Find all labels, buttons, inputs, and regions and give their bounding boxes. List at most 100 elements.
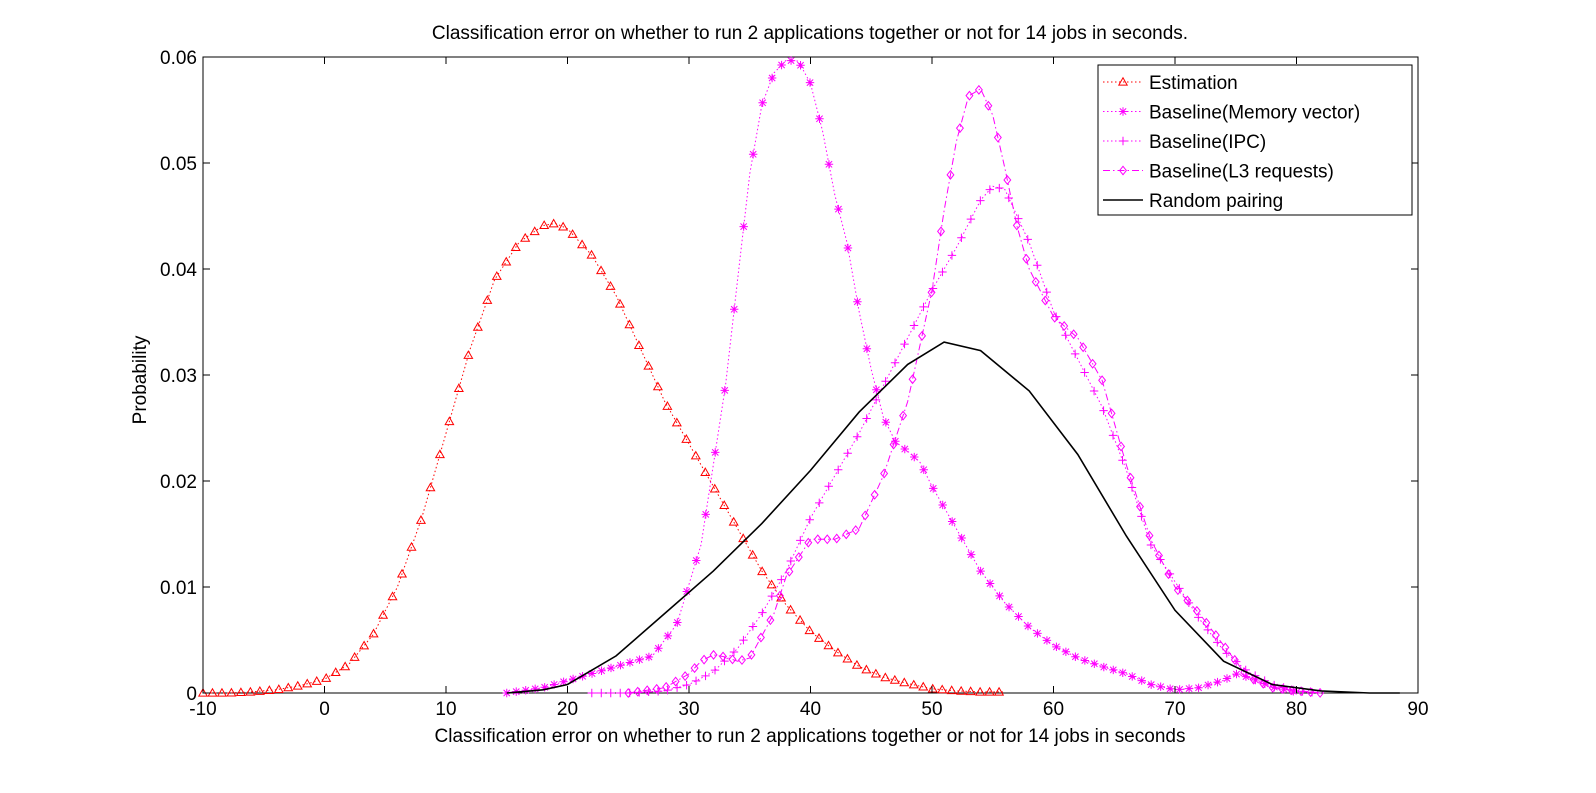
data-point bbox=[567, 229, 578, 238]
data-point bbox=[815, 114, 824, 123]
data-point bbox=[851, 659, 862, 669]
data-point bbox=[775, 590, 784, 601]
data-point bbox=[804, 537, 813, 548]
data-point bbox=[1071, 652, 1080, 661]
data-point bbox=[1127, 483, 1137, 492]
data-point bbox=[871, 395, 881, 405]
data-point bbox=[737, 655, 746, 666]
data-point bbox=[729, 305, 739, 314]
data-point bbox=[947, 517, 957, 526]
data-point bbox=[586, 249, 597, 259]
data-point bbox=[853, 297, 862, 306]
data-point bbox=[207, 687, 218, 697]
series-2 bbox=[587, 183, 1321, 698]
data-point bbox=[1117, 441, 1126, 452]
data-point bbox=[766, 615, 775, 626]
data-point bbox=[976, 196, 985, 205]
data-point bbox=[1080, 368, 1089, 377]
data-point bbox=[1241, 672, 1251, 681]
data-point bbox=[813, 632, 825, 642]
data-point bbox=[614, 298, 626, 308]
data-point bbox=[387, 591, 398, 601]
data-point bbox=[748, 150, 758, 159]
data-point bbox=[709, 483, 720, 493]
data-point bbox=[539, 220, 550, 230]
data-point bbox=[643, 360, 654, 370]
data-point bbox=[635, 655, 644, 664]
data-point bbox=[739, 635, 748, 645]
data-point bbox=[548, 218, 559, 228]
data-point bbox=[1146, 680, 1156, 689]
data-point bbox=[909, 321, 919, 330]
data-point bbox=[681, 671, 690, 682]
data-point bbox=[889, 439, 898, 450]
data-point bbox=[1173, 585, 1182, 596]
data-point bbox=[520, 232, 531, 242]
data-point bbox=[1183, 595, 1192, 606]
data-point bbox=[985, 185, 995, 194]
data-point bbox=[758, 98, 767, 107]
data-point bbox=[899, 410, 908, 421]
data-point bbox=[872, 385, 881, 394]
x-tick-label: 20 bbox=[557, 699, 578, 720]
data-point bbox=[927, 683, 938, 693]
chart-title: Classification error on whether to run 2… bbox=[432, 23, 1188, 44]
data-point bbox=[1031, 276, 1040, 287]
data-point bbox=[870, 489, 879, 500]
data-point bbox=[919, 465, 928, 474]
data-point bbox=[701, 671, 710, 681]
data-point bbox=[1145, 530, 1154, 541]
data-point bbox=[1213, 638, 1222, 647]
data-point bbox=[938, 500, 947, 510]
data-point bbox=[796, 61, 805, 70]
data-point bbox=[852, 432, 862, 441]
data-point bbox=[748, 622, 758, 631]
data-point bbox=[652, 683, 661, 694]
data-point bbox=[1023, 235, 1032, 244]
data-point bbox=[757, 566, 768, 576]
data-point bbox=[1192, 605, 1201, 616]
x-tick-label: 50 bbox=[921, 699, 942, 720]
data-point bbox=[747, 649, 756, 660]
data-point bbox=[1213, 677, 1222, 687]
legend-marker bbox=[1118, 107, 1128, 116]
data-point bbox=[616, 688, 625, 698]
data-point bbox=[824, 160, 834, 169]
data-point bbox=[889, 674, 900, 684]
data-point bbox=[1136, 501, 1145, 512]
data-point bbox=[349, 652, 360, 661]
x-tick-label: 90 bbox=[1407, 699, 1428, 720]
legend-label: Random pairing bbox=[1149, 191, 1283, 212]
data-point bbox=[946, 685, 957, 695]
y-tick-label: 0.03 bbox=[160, 366, 197, 387]
data-point bbox=[919, 302, 928, 312]
legend-label: Baseline(L3 requests) bbox=[1149, 162, 1334, 183]
data-point bbox=[644, 687, 653, 697]
data-point bbox=[587, 669, 597, 678]
data-point bbox=[786, 56, 796, 65]
data-point bbox=[501, 256, 512, 266]
data-point bbox=[1052, 642, 1061, 652]
ticks-layer: -10 0 10 20 30 40 50 60 70 80 9000.010.020.030.040… bbox=[160, 48, 1429, 720]
data-point bbox=[719, 651, 728, 662]
data-point bbox=[823, 640, 834, 650]
series-3 bbox=[624, 84, 1325, 699]
data-point bbox=[1060, 321, 1069, 332]
data-point bbox=[881, 377, 890, 386]
data-point bbox=[1022, 253, 1031, 264]
data-point bbox=[1194, 683, 1203, 692]
data-point bbox=[1279, 683, 1288, 692]
data-point bbox=[606, 663, 616, 673]
data-point bbox=[880, 468, 889, 479]
legend: Estimation Baseline(Memory vector) Baselin… bbox=[1097, 64, 1413, 216]
data-point bbox=[597, 666, 606, 675]
data-point bbox=[1079, 342, 1088, 353]
data-point bbox=[1259, 678, 1268, 689]
data-point bbox=[966, 214, 976, 224]
data-point bbox=[368, 628, 379, 638]
data-point bbox=[1003, 174, 1012, 185]
data-point bbox=[616, 661, 625, 670]
data-point bbox=[682, 680, 691, 690]
data-point bbox=[292, 680, 303, 690]
data-point bbox=[994, 686, 1005, 696]
